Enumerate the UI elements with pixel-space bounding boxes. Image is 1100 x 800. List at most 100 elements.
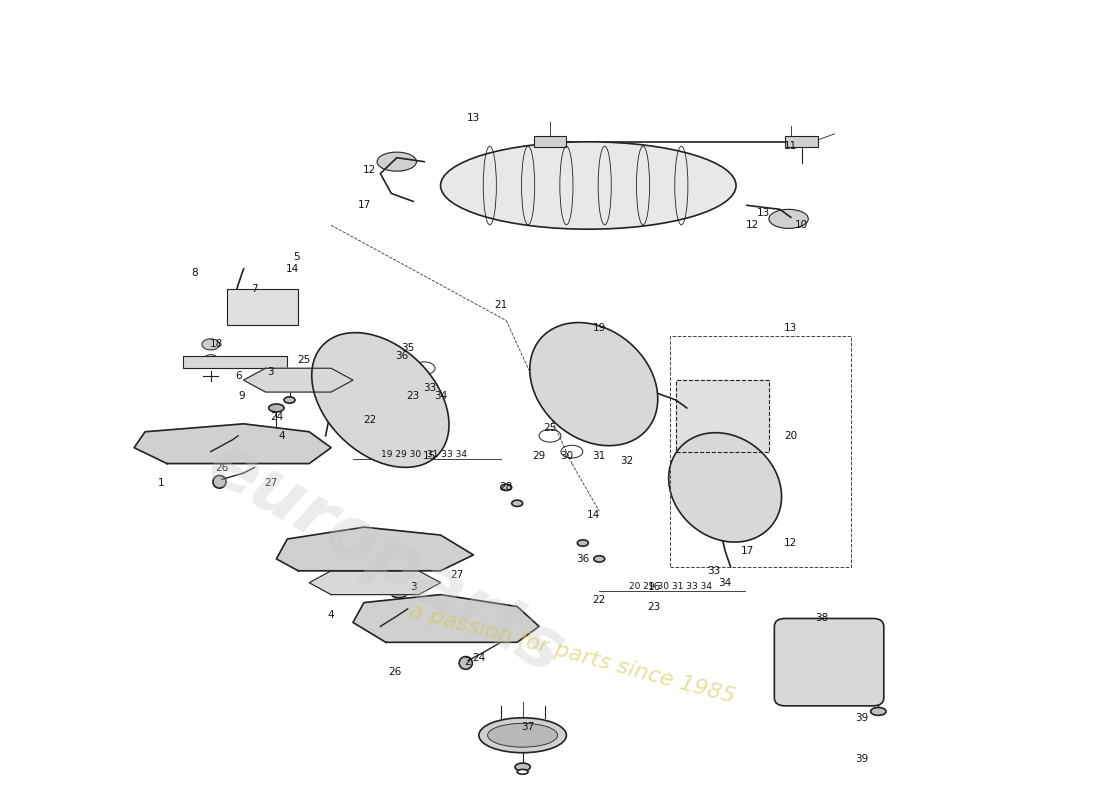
Text: 18: 18 xyxy=(210,339,223,350)
Text: 8: 8 xyxy=(191,268,198,278)
Text: 26: 26 xyxy=(214,462,229,473)
Text: 32: 32 xyxy=(620,456,634,466)
Ellipse shape xyxy=(800,652,822,676)
Ellipse shape xyxy=(268,404,284,412)
Ellipse shape xyxy=(201,448,214,460)
Text: 4: 4 xyxy=(278,430,285,441)
Ellipse shape xyxy=(478,718,566,753)
Ellipse shape xyxy=(871,707,886,715)
Text: 14: 14 xyxy=(587,510,601,520)
Text: 23: 23 xyxy=(407,391,420,401)
Ellipse shape xyxy=(530,322,658,446)
Ellipse shape xyxy=(578,540,588,546)
Bar xyxy=(785,136,818,147)
Text: europarts: europarts xyxy=(196,429,576,689)
Polygon shape xyxy=(134,424,331,463)
Ellipse shape xyxy=(233,303,249,311)
Polygon shape xyxy=(309,571,441,594)
Text: 30: 30 xyxy=(560,450,573,461)
Text: 31: 31 xyxy=(593,450,606,461)
Text: 12: 12 xyxy=(363,165,376,174)
Text: 4: 4 xyxy=(328,610,334,619)
Ellipse shape xyxy=(272,358,285,366)
Ellipse shape xyxy=(311,333,449,467)
Bar xyxy=(534,136,566,147)
Ellipse shape xyxy=(500,484,512,490)
Ellipse shape xyxy=(769,210,808,229)
Text: 28: 28 xyxy=(499,482,513,492)
Text: 20 29 30 31 33 34: 20 29 30 31 33 34 xyxy=(629,582,712,591)
Text: 11: 11 xyxy=(784,141,798,150)
Text: 39: 39 xyxy=(856,754,869,764)
Polygon shape xyxy=(353,594,539,642)
Text: 27: 27 xyxy=(264,478,277,489)
Text: 25: 25 xyxy=(543,423,557,433)
Text: 13: 13 xyxy=(784,323,798,334)
Bar xyxy=(227,289,298,325)
Ellipse shape xyxy=(280,372,294,378)
Text: 39: 39 xyxy=(856,713,869,722)
Ellipse shape xyxy=(280,382,294,389)
Ellipse shape xyxy=(594,556,605,562)
Ellipse shape xyxy=(515,763,530,771)
Text: 22: 22 xyxy=(593,595,606,605)
Text: 17: 17 xyxy=(740,546,754,556)
FancyBboxPatch shape xyxy=(774,618,883,706)
Ellipse shape xyxy=(341,581,354,587)
Text: 6: 6 xyxy=(234,371,241,381)
Text: 38: 38 xyxy=(815,614,828,623)
Ellipse shape xyxy=(583,154,594,158)
Ellipse shape xyxy=(324,378,338,384)
Ellipse shape xyxy=(188,358,201,366)
Text: 5: 5 xyxy=(293,252,299,262)
Text: 3: 3 xyxy=(267,367,274,377)
Text: 13: 13 xyxy=(757,208,770,218)
Text: 16: 16 xyxy=(647,582,661,592)
Polygon shape xyxy=(243,368,353,392)
Text: 35: 35 xyxy=(402,343,415,354)
Text: 36: 36 xyxy=(576,554,590,564)
Text: 17: 17 xyxy=(358,200,371,210)
Bar xyxy=(184,356,287,368)
Ellipse shape xyxy=(274,303,289,311)
Ellipse shape xyxy=(377,152,417,171)
Text: 3: 3 xyxy=(410,582,417,592)
Text: 34: 34 xyxy=(718,578,732,588)
Text: 36: 36 xyxy=(396,351,409,362)
Text: 21: 21 xyxy=(494,300,507,310)
Ellipse shape xyxy=(834,646,869,682)
Text: 19: 19 xyxy=(593,323,606,334)
Ellipse shape xyxy=(213,475,226,488)
Text: 37: 37 xyxy=(521,722,535,732)
Ellipse shape xyxy=(419,579,430,586)
Text: 26: 26 xyxy=(388,666,401,677)
Ellipse shape xyxy=(517,770,528,774)
Ellipse shape xyxy=(793,646,828,682)
Text: 14: 14 xyxy=(286,264,299,274)
Text: 33: 33 xyxy=(424,383,437,393)
Ellipse shape xyxy=(459,657,472,670)
Text: 33: 33 xyxy=(707,566,721,576)
Ellipse shape xyxy=(441,142,736,229)
Text: 15: 15 xyxy=(424,450,437,461)
Ellipse shape xyxy=(840,652,862,676)
Text: 10: 10 xyxy=(795,220,808,230)
Text: 13: 13 xyxy=(466,113,480,123)
Ellipse shape xyxy=(371,622,384,635)
Text: 12: 12 xyxy=(746,220,759,230)
Text: 22: 22 xyxy=(363,415,376,425)
Text: 19 29 30  31 33 34: 19 29 30 31 33 34 xyxy=(381,450,468,458)
Ellipse shape xyxy=(392,590,407,598)
Text: 12: 12 xyxy=(784,538,798,548)
Ellipse shape xyxy=(390,581,404,587)
Polygon shape xyxy=(675,380,769,452)
Text: 23: 23 xyxy=(647,602,661,611)
Text: 20: 20 xyxy=(784,430,798,441)
Ellipse shape xyxy=(669,433,782,542)
Text: 25: 25 xyxy=(297,355,310,366)
Polygon shape xyxy=(276,527,473,571)
Text: 1: 1 xyxy=(158,478,165,489)
Text: 27: 27 xyxy=(450,570,463,580)
Text: 7: 7 xyxy=(251,284,257,294)
Text: 9: 9 xyxy=(238,391,244,401)
